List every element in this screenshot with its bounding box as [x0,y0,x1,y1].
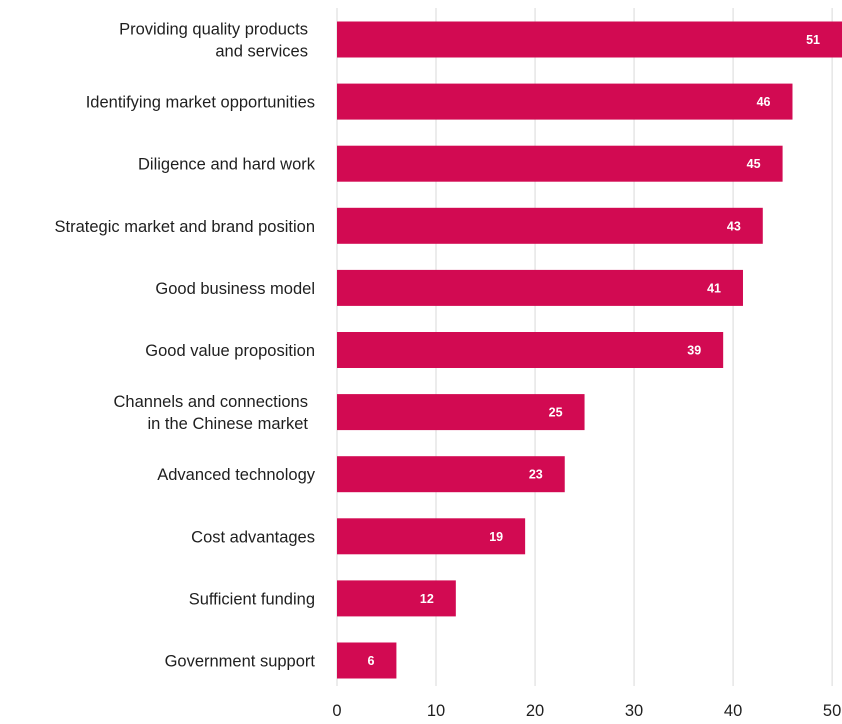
category-label: Advanced technology [157,466,316,484]
bar-value-label: 23 [529,468,543,482]
category-label: Diligence and hard work [138,156,316,174]
bar [337,518,526,555]
category-label: in the Chinese market [148,415,309,433]
category-label: Strategic market and brand position [55,218,315,236]
category-label: Identifying market opportunities [86,94,315,112]
bar-value-label: 46 [757,95,771,109]
bar [337,207,763,244]
x-axis-tick-labels: 0 10 20 30 40 50 [332,702,841,720]
value-labels: 51 46 45 43 41 39 25 23 19 12 6 [367,33,820,668]
category-labels: Providing quality products and services Id… [55,21,316,671]
category-label: Cost advantages [191,528,315,546]
category-label: Good business model [155,280,315,298]
bar [337,21,842,58]
bar [337,83,793,120]
category-label: Channels and connections [114,393,308,411]
bar-value-label: 39 [687,344,701,358]
bar [337,456,565,493]
x-tick-label: 30 [625,702,643,720]
bar [337,332,724,368]
category-label: Government support [165,653,316,671]
bar-value-label: 51 [806,33,820,47]
bar [337,145,783,182]
bar [337,269,743,306]
bar [337,580,456,617]
bar-value-label: 19 [489,530,503,544]
bar-value-label: 43 [727,219,741,233]
bar-value-label: 41 [707,281,721,295]
bar-value-label: 25 [549,406,563,420]
category-label: Sufficient funding [189,590,315,608]
bar [337,394,585,431]
category-label: and services [215,43,308,61]
x-tick-label: 0 [332,702,341,720]
x-tick-label: 50 [823,702,841,720]
bar-value-label: 6 [367,654,374,668]
x-tick-label: 10 [427,702,445,720]
category-label: Good value proposition [145,342,315,360]
x-tick-label: 20 [526,702,544,720]
bar-value-label: 12 [420,592,434,606]
bars [337,21,842,679]
category-label: Providing quality products [119,21,308,39]
x-tick-label: 40 [724,702,742,720]
bar [337,642,397,679]
bar-value-label: 45 [747,157,761,171]
